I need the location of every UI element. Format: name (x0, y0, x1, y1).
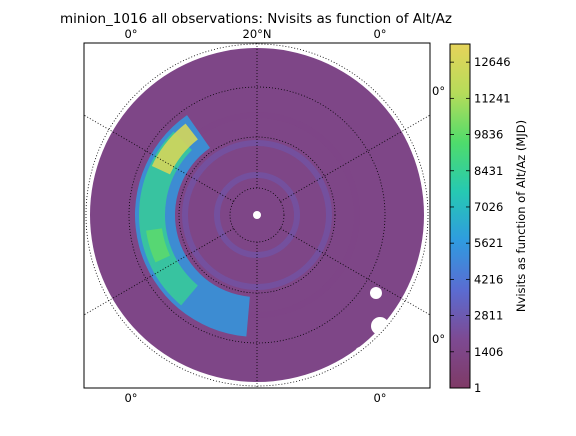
colorbar-tick-label: 11241 (474, 91, 511, 105)
top-label: 20°N (243, 27, 272, 41)
coverage-gap (370, 287, 382, 299)
colorbar-gradient (449, 43, 471, 389)
coverage-gap (355, 347, 365, 357)
heatmap-plot-area (84, 43, 430, 388)
bottom-label: 0° (124, 391, 137, 405)
chart-title: minion_1016 all observations: Nvisits as… (60, 11, 452, 27)
top-labels: 0° 20°N 0° (124, 27, 386, 41)
polar-grid (84, 43, 430, 388)
coverage-gap (371, 317, 389, 335)
top-label: 0° (124, 27, 137, 41)
colorbar-tick-label: 12646 (474, 55, 511, 69)
axes-frame (83, 42, 431, 389)
bright-arc (135, 115, 250, 337)
bottom-labels: 0° 0° (124, 391, 386, 405)
colorbar-tick-label: 2811 (474, 309, 503, 323)
colorbar-tick-label: 9836 (474, 128, 503, 142)
arc-peak (151, 123, 198, 175)
colorbar-tick-label: 8431 (474, 164, 503, 178)
colorbar-tick-label: 7026 (474, 200, 503, 214)
right-label: 0° (432, 84, 445, 98)
colorbar-tick-label: 5621 (474, 236, 503, 250)
top-label: 0° (373, 27, 386, 41)
arc-secondary-peak (146, 228, 170, 263)
zenith-gap (253, 211, 261, 219)
colorbar-tick-label: 1 (474, 381, 481, 395)
colorbar: 1 1406 2811 4216 5621 7026 8431 9836 11241 12646 (449, 43, 511, 395)
colorbar-tick-label: 1406 (474, 345, 503, 359)
grid-circle (85, 43, 429, 387)
right-label: 0° (432, 332, 445, 346)
grid-circle (128, 86, 386, 344)
arc-mid-band (138, 131, 198, 306)
colorbar-tick-label: 4216 (474, 272, 503, 286)
right-labels: 0° 0° (432, 84, 445, 346)
colorbar-label: Nvisits as function of Alt/Az (MJD) (514, 120, 528, 312)
bottom-label: 0° (373, 391, 386, 405)
